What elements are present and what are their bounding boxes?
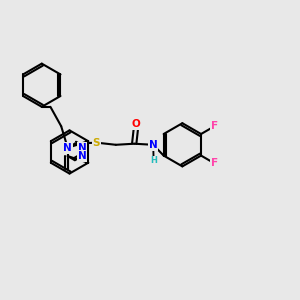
Text: N: N bbox=[78, 143, 86, 153]
Text: O: O bbox=[132, 119, 141, 129]
Text: S: S bbox=[93, 138, 100, 148]
Text: N: N bbox=[149, 140, 158, 150]
Text: F: F bbox=[211, 158, 218, 168]
Text: F: F bbox=[211, 122, 218, 131]
Text: H: H bbox=[150, 157, 157, 166]
Text: N: N bbox=[63, 143, 72, 153]
Text: N: N bbox=[78, 151, 86, 161]
